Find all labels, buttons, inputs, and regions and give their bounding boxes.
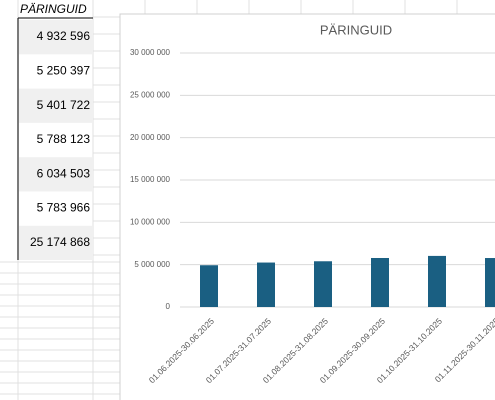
row-shade (19, 225, 93, 261)
chart-title: PÄRINGUID (320, 22, 392, 37)
y-tick-label: 25 000 000 (130, 90, 171, 99)
y-tick-label: 20 000 000 (130, 133, 171, 142)
row-shade (19, 20, 93, 55)
bar (314, 261, 332, 307)
y-tick-label: 30 000 000 (130, 48, 171, 57)
table-cell: 5 401 722 (37, 98, 91, 112)
row-shade (19, 88, 93, 123)
y-tick-label: 15 000 000 (130, 175, 171, 184)
table-cell: 6 034 503 (37, 166, 91, 180)
y-tick-label: 10 000 000 (130, 217, 171, 226)
bar (257, 262, 275, 307)
column-header: PÄRINGUID (20, 2, 87, 16)
bar (485, 258, 495, 307)
chart-area (119, 13, 495, 400)
table-cell: 5 788 123 (37, 132, 91, 146)
bar (371, 257, 389, 307)
chart: PÄRINGUID 0 5 000 000 10 000 000 15 000 000… (119, 13, 495, 400)
y-tick-label: 5 000 000 (134, 260, 170, 269)
y-tick-label: 0 (166, 302, 171, 311)
bar (200, 265, 218, 307)
row-shade (19, 157, 93, 192)
table-cell: 25 174 868 (30, 235, 90, 249)
table-cell: 4 932 596 (37, 29, 91, 43)
table-cell: 5 250 397 (37, 63, 91, 77)
table-cell: 5 783 966 (37, 201, 91, 215)
bar (428, 255, 446, 307)
table: PÄRINGUID 4 932 596 5 250 397 5 401 722 5 78… (17, 2, 93, 261)
